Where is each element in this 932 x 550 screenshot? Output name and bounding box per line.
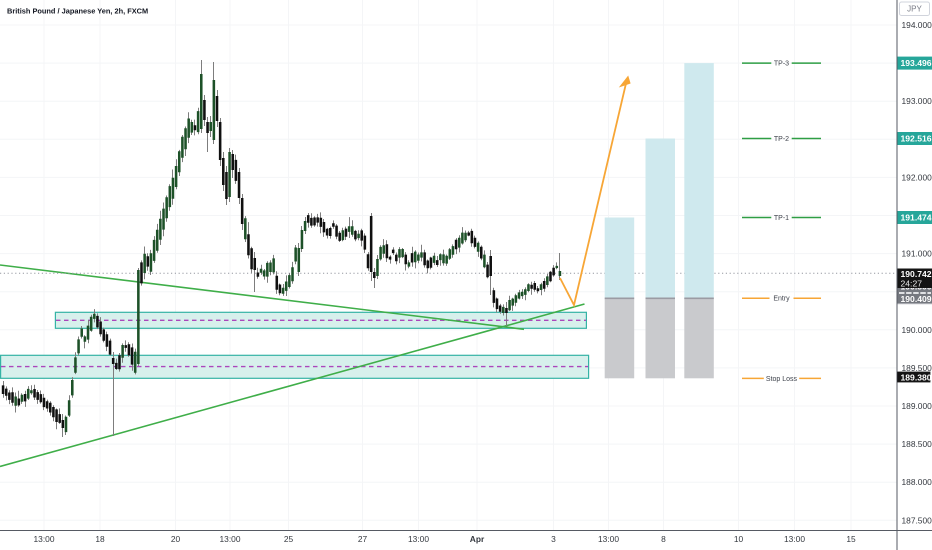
svg-text:24:27: 24:27 — [901, 278, 923, 288]
svg-text:187.500: 187.500 — [902, 515, 932, 525]
svg-text:188.500: 188.500 — [902, 439, 932, 449]
svg-text:192.000: 192.000 — [902, 172, 932, 182]
svg-text:British Pound / Japanese Yen,: British Pound / Japanese Yen, 2h, FXCM — [7, 6, 148, 15]
svg-text:189.380: 189.380 — [901, 372, 932, 382]
svg-text:TP-1: TP-1 — [774, 215, 789, 222]
svg-text:10: 10 — [734, 534, 744, 544]
svg-text:13:00: 13:00 — [34, 534, 55, 544]
svg-text:194.000: 194.000 — [902, 20, 932, 30]
svg-text:Entry: Entry — [773, 296, 790, 303]
svg-text:190.742: 190.742 — [901, 269, 932, 279]
svg-text:190.409: 190.409 — [901, 294, 932, 304]
svg-text:188.000: 188.000 — [902, 477, 932, 487]
svg-text:191.474: 191.474 — [901, 213, 932, 223]
svg-text:192.516: 192.516 — [901, 134, 932, 144]
svg-text:8: 8 — [661, 534, 666, 544]
svg-text:18: 18 — [95, 534, 105, 544]
svg-text:193.000: 193.000 — [902, 96, 932, 106]
svg-text:193.496: 193.496 — [901, 58, 932, 68]
svg-text:JPY: JPY — [907, 5, 922, 14]
svg-text:3: 3 — [551, 534, 556, 544]
svg-text:13:00: 13:00 — [408, 534, 429, 544]
svg-text:189.000: 189.000 — [902, 401, 932, 411]
svg-text:15: 15 — [846, 534, 856, 544]
svg-text:Apr: Apr — [470, 534, 485, 544]
svg-text:27: 27 — [358, 534, 368, 544]
svg-text:13:00: 13:00 — [598, 534, 619, 544]
svg-text:13:00: 13:00 — [784, 534, 805, 544]
svg-text:TP-2: TP-2 — [774, 136, 789, 143]
svg-text:Stop Loss: Stop Loss — [766, 376, 798, 383]
svg-text:13:00: 13:00 — [220, 534, 241, 544]
svg-text:20: 20 — [171, 534, 181, 544]
svg-text:TP-3: TP-3 — [774, 61, 789, 68]
svg-text:25: 25 — [284, 534, 294, 544]
svg-text:191.000: 191.000 — [902, 249, 932, 259]
svg-text:189.500: 189.500 — [902, 363, 932, 373]
svg-text:190.500: 190.500 — [901, 281, 932, 291]
svg-text:190.000: 190.000 — [902, 325, 932, 335]
